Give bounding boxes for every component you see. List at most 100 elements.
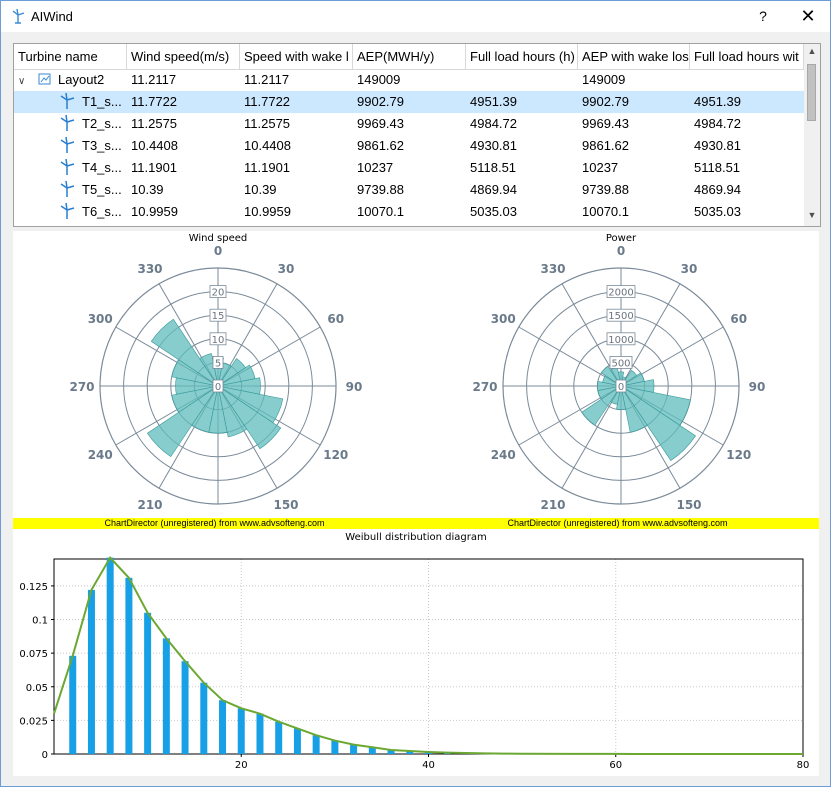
table-row[interactable]: T3_s... 10.4408 10.4408 9861.62 4930.81 9861.… xyxy=(14,135,804,157)
table-cell: 9969.43 xyxy=(357,116,404,131)
weibull-chart-panel: Weibull distribution diagram 0 0.025 0.05 0.… xyxy=(13,529,819,776)
table-row[interactable]: T6_s... 10.9959 10.9959 10070.1 5035.03 10070… xyxy=(14,201,804,223)
radial-tick-box xyxy=(209,332,227,346)
chart-title: Wind speed xyxy=(189,233,248,244)
angle-label: 0 xyxy=(617,244,625,258)
angle-label: 120 xyxy=(323,448,348,462)
turbine-name: T2_s... xyxy=(82,116,122,131)
turbine-name: Layout2 xyxy=(58,72,105,87)
column-header-wind-speed[interactable]: Wind speed(m/s) xyxy=(127,44,240,69)
rose-sector xyxy=(616,385,626,410)
rose-sector xyxy=(217,385,282,450)
rose-sector xyxy=(620,385,696,461)
table-cell: 4951.39 xyxy=(470,94,517,109)
angular-gridline xyxy=(561,283,622,387)
angle-label: 270 xyxy=(69,380,94,394)
y-tick-label: 0 xyxy=(42,750,48,761)
table-cell: 4984.72 xyxy=(694,116,741,131)
table-cell: 149009 xyxy=(357,72,401,87)
table-header: Turbine name Wind speed(m/s) Speed with … xyxy=(14,44,804,70)
layout-icon xyxy=(38,73,51,85)
rose-charts-panel: Wind speed051015200306090120150180210240… xyxy=(13,231,819,529)
column-header-speed-with-wake[interactable]: Speed with wake l xyxy=(240,44,353,69)
close-button[interactable]: ✕ xyxy=(800,6,816,26)
scrollbar-thumb[interactable] xyxy=(807,64,816,121)
angle-label: 0 xyxy=(214,244,222,258)
table-cell: 9739.88 xyxy=(357,182,404,197)
column-header-full-load-hours[interactable]: Full load hours (h) xyxy=(466,44,578,69)
radial-tick-box xyxy=(212,379,224,393)
table-row[interactable]: T1_s... 11.7722 11.7722 9902.79 4951.39 9902.… xyxy=(14,91,804,113)
wind-turbine-icon xyxy=(60,202,75,219)
weibull-bar xyxy=(162,638,170,754)
weibull-bar xyxy=(181,661,189,754)
turbine-name: T5_s... xyxy=(82,182,122,197)
angle-label: 30 xyxy=(681,262,698,276)
table-cell: 149009 xyxy=(582,72,626,87)
angle-label: 240 xyxy=(491,448,516,462)
radial-tick-label: 0 xyxy=(215,382,221,393)
column-header-turbine-name[interactable]: Turbine name xyxy=(14,44,127,69)
table-cell: 4951.39 xyxy=(694,94,741,109)
weibull-bar xyxy=(406,751,414,754)
vertical-scrollbar[interactable]: ▲ ▼ xyxy=(804,44,820,226)
column-header-full-load-hours-wake[interactable]: Full load hours wit xyxy=(690,44,804,69)
table-cell: 5118.51 xyxy=(694,160,741,175)
x-tick-label: 20 xyxy=(235,760,248,771)
angle-label: 180 xyxy=(608,516,633,518)
angle-label: 240 xyxy=(88,448,113,462)
weibull-bar xyxy=(200,682,208,754)
y-tick-label: 0.125 xyxy=(19,582,48,593)
y-tick-label: 0.1 xyxy=(32,616,48,627)
rose-sector xyxy=(597,381,622,391)
radial-tick-box xyxy=(606,285,636,298)
table-row[interactable]: ∨ Layout2 11.2117 11.2117 149009 149009 xyxy=(14,69,804,91)
wind-turbine-icon xyxy=(60,136,75,153)
table-cell: 9861.62 xyxy=(582,138,629,153)
rose-sector xyxy=(171,385,219,413)
table-cell: 5118.51 xyxy=(470,160,517,175)
table-cell: 9902.79 xyxy=(357,94,404,109)
rose-sector xyxy=(146,385,219,458)
column-header-aep[interactable]: AEP(MWH/y) xyxy=(353,44,466,69)
table-cell: 4984.72 xyxy=(470,116,517,131)
table-row[interactable]: T5_s... 10.39 10.39 9739.88 4869.94 9739.88 48… xyxy=(14,179,804,201)
table-cell: 4930.81 xyxy=(694,138,741,153)
weibull-bar xyxy=(331,740,339,754)
wind-turbine-icon xyxy=(60,180,75,197)
angle-label: 300 xyxy=(491,312,516,326)
radial-tick-box xyxy=(606,308,636,322)
weibull-bar xyxy=(144,612,152,754)
scroll-up-arrow-icon[interactable]: ▲ xyxy=(807,46,817,56)
table-cell: 10.4408 xyxy=(131,138,178,153)
turbine-name-cell: T3_s... xyxy=(58,135,122,157)
table-cell: 10.39 xyxy=(131,182,164,197)
radial-tick-label: 15 xyxy=(212,311,225,322)
angle-label: 90 xyxy=(749,380,766,394)
table-row[interactable]: T4_s... 11.1901 11.1901 10237 5118.51 10237 51… xyxy=(14,157,804,179)
weibull-bar xyxy=(219,700,227,754)
table-cell: 4869.94 xyxy=(470,182,517,197)
table-cell: 10237 xyxy=(357,160,394,175)
weibull-bar xyxy=(256,713,264,754)
table-cell: 9861.62 xyxy=(357,138,404,153)
angle-label: 120 xyxy=(726,448,751,462)
turbine-name-cell: ∨ Layout2 xyxy=(18,69,104,91)
help-button[interactable]: ? xyxy=(759,8,767,24)
watermark-banner-right: ChartDirector (unregistered) from www.ad… xyxy=(416,518,819,529)
radial-tick-box xyxy=(209,308,227,322)
y-tick-label: 0.025 xyxy=(19,716,48,727)
scroll-down-arrow-icon[interactable]: ▼ xyxy=(807,210,817,220)
table-row[interactable]: T2_s... 11.2575 11.2575 9969.43 4984.72 9969.… xyxy=(14,113,804,135)
radial-tick-label: 1500 xyxy=(608,311,633,322)
column-header-aep-with-wake[interactable]: AEP with wake los xyxy=(578,44,690,69)
radial-tick-box xyxy=(606,332,636,346)
turbine-name: T4_s... xyxy=(82,160,122,175)
rose-sector xyxy=(150,318,219,387)
weibull-bar xyxy=(350,744,358,754)
weibull-bar xyxy=(425,751,432,754)
expand-chevron-icon[interactable]: ∨ xyxy=(18,76,26,87)
turbine-name-cell: T2_s... xyxy=(58,113,122,135)
turbine-table[interactable]: Turbine name Wind speed(m/s) Speed with … xyxy=(13,43,821,227)
